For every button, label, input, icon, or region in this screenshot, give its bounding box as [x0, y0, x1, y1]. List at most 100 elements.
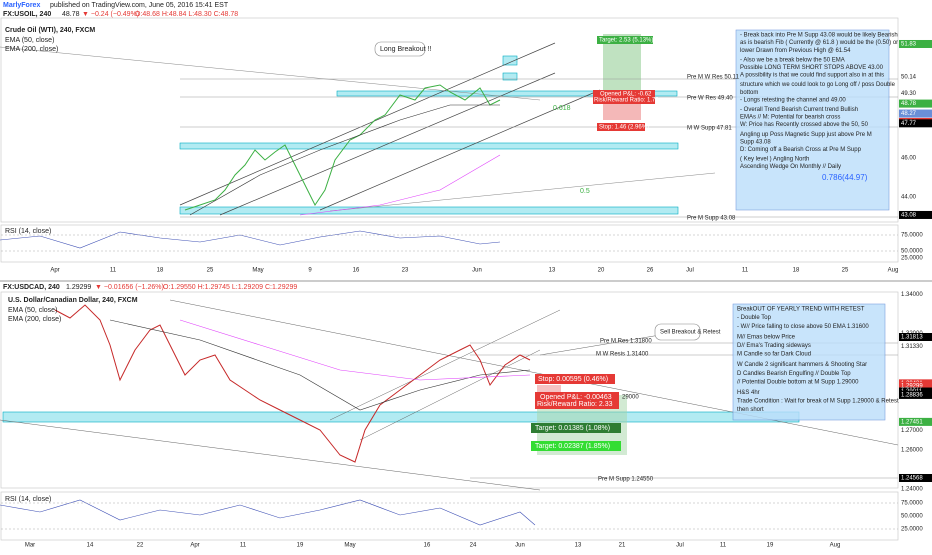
note-line: BreakOUT OF YEARLY TREND WITH RETEST	[737, 307, 865, 313]
date-label: 13	[575, 543, 582, 549]
price-label-bg	[899, 192, 932, 201]
ohlc: O:48.68 H:48.84 L:48.30 C:48.78	[135, 11, 238, 18]
date-label: 25	[207, 268, 214, 274]
indicator: EMA (50, close)	[5, 37, 54, 44]
price-label: 1.34000	[901, 292, 923, 298]
price-label: 1.28836	[901, 393, 923, 399]
price-label: 1.31813	[901, 335, 923, 341]
price-label-bg	[899, 109, 932, 118]
annotation: 0.5	[580, 188, 590, 195]
annotation: 0.618	[553, 105, 571, 112]
indicator: RSI (14, close)	[5, 228, 51, 235]
note-line: EMAs // M: Potential for bearish cross	[740, 115, 840, 121]
date-label: 18	[793, 268, 800, 274]
pane-title: U.S. Dollar/Canadian Dollar, 240, FXCM	[8, 297, 138, 304]
annotation: Stop: 0.00595 (0.46%)	[538, 376, 608, 383]
symbol: FX:USOIL, 240	[3, 11, 51, 18]
annotation: Long Breakout !!	[380, 46, 431, 53]
price-label-bg	[899, 119, 932, 128]
price-label: 1.24568	[901, 476, 923, 482]
price-label: 43.08	[901, 213, 917, 219]
indicator: EMA (200, close)	[8, 316, 61, 323]
note-line: M// Emas below Price	[737, 334, 796, 340]
drawings	[0, 299, 899, 530]
drawings	[0, 29, 898, 252]
rsi-label: 25.0000	[901, 527, 923, 533]
annotation: Target: 0.01385 (1.08%)	[535, 425, 610, 432]
date-label: 19	[297, 543, 304, 549]
change: ▼ −0.24 (−0.49%)	[82, 11, 139, 18]
price-label-bg	[899, 39, 932, 48]
note-line: ( Key level ) Angling North	[740, 157, 809, 163]
date-label: 13	[549, 268, 556, 274]
price-label-bg	[899, 485, 932, 494]
annotation: Target: 2.53 (5.13%)	[599, 38, 653, 44]
annotation: Pre M Supp 43.08	[687, 216, 736, 222]
annotation: Stop: 1.46 (2.96%)	[599, 125, 649, 131]
price-label: 44.00	[901, 195, 917, 201]
price-label-bg	[899, 290, 932, 299]
price-label-bg	[899, 153, 932, 162]
date-label: 16	[424, 543, 431, 549]
annotation: Pre M Res 1.31800	[600, 339, 652, 345]
price-label: 47.77	[901, 121, 917, 127]
note-line: structure which we could look to go Long…	[740, 82, 896, 88]
price-label: 51.83	[901, 42, 917, 48]
rsi-label: 75.0000	[901, 501, 923, 507]
date-label: May	[344, 543, 355, 549]
annotation: 0.786(44.97)	[822, 173, 868, 182]
annotation: Pre M Supp 1.24550	[598, 477, 654, 483]
note-line: D Candles Bearish Engulfing // Double To…	[737, 371, 851, 377]
price-label-bg	[899, 99, 932, 108]
date-label: Apr	[190, 543, 199, 549]
date-label: 22	[137, 543, 144, 549]
date-label: 19	[767, 543, 774, 549]
note-line: - W// Price falling to close above 50 EM…	[737, 324, 869, 330]
date-label: Mar	[25, 543, 35, 549]
date-label: 14	[87, 543, 94, 549]
annotation: Target: 0.02387 (1.85%)	[535, 443, 610, 450]
annotation: Sell Breakout & Retest	[660, 330, 721, 336]
note-line: - Double Top	[737, 315, 772, 321]
date-label: 11	[110, 268, 117, 274]
note-line: D// Ema's Trading sideways	[737, 343, 811, 349]
price-label-bg	[899, 332, 932, 341]
price-label: 49.30	[901, 91, 917, 97]
price-label: 1.26000	[901, 448, 923, 454]
date-label: 21	[619, 543, 626, 549]
note-line: W: Price has Recently crossed above the …	[740, 122, 869, 128]
annotation: Opened P&L: -0.62	[600, 92, 652, 98]
date-label: 11	[240, 543, 247, 549]
price-label-bg	[899, 381, 932, 390]
price-label: 1.29299	[901, 384, 923, 390]
note-line: - Also we be a break below the 50 EMA	[740, 57, 845, 63]
note-line: D: Coming off a Bearish Cross at Pre M S…	[740, 147, 862, 153]
annotation: Pre W Res 49.40	[687, 96, 733, 102]
note-line: - Break back into Pre M Supp 43.08 would…	[740, 33, 898, 39]
note-line: M Candle so far Dark Cloud	[737, 352, 811, 358]
last: 1.29299	[66, 284, 91, 291]
note-line: Angling up Poss Magnetic Supp just above…	[740, 132, 872, 138]
price-label: 1.27000	[901, 428, 923, 434]
date-label: 16	[353, 268, 360, 274]
date-label: 20	[598, 268, 605, 274]
note-line: - Overall Trend Bearish Current trend Bu…	[740, 107, 858, 113]
date-label: 11	[720, 543, 727, 549]
pane-frame	[0, 17, 899, 541]
note-line: then short	[737, 407, 764, 413]
publisher[interactable]: MarlyForex	[3, 2, 40, 9]
price-label: 48.78	[901, 101, 917, 107]
ohlc: O:1.29550 H:1.29745 L:1.29209 C:1.29299	[163, 284, 297, 291]
last: 48.78	[62, 11, 80, 18]
note-line: Trade Condition : Wait for break of M Su…	[737, 399, 899, 405]
date-label: Jul	[676, 543, 684, 549]
rsi-label: 25.0000	[901, 256, 923, 262]
annotation: 29000	[622, 395, 639, 401]
published: published on TradingView.com, June 05, 2…	[50, 2, 229, 9]
note-line: Supp 43.08	[740, 139, 771, 145]
price-label-bg	[899, 89, 932, 98]
date-label: 23	[402, 268, 409, 274]
price-label-bg	[899, 426, 932, 435]
date-label: Aug	[830, 543, 841, 549]
